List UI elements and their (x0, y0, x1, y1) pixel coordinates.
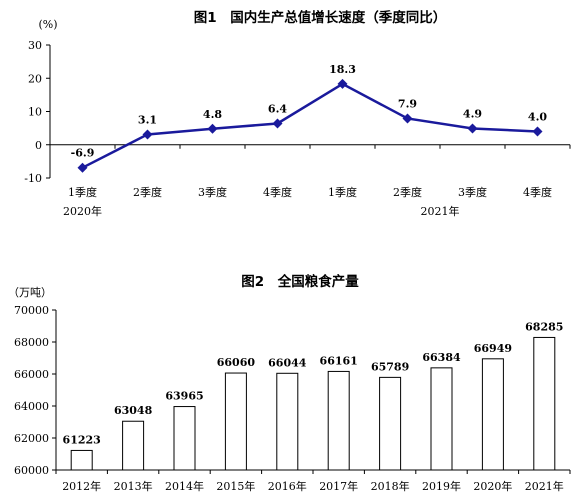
chart2-bars: 60000 62000 64000 66000 68000 70000 61223 2012年… (14, 304, 571, 493)
chart2-bar (430, 367, 453, 471)
chart1-point (272, 118, 283, 129)
chart1-point (142, 129, 153, 140)
chart2-x-tick-label: 2017年 (319, 479, 358, 493)
chart2-y-tick-label: 66000 (14, 368, 49, 381)
chart2-bar (276, 372, 299, 471)
chart1-data-label: 7.9 (398, 97, 417, 110)
chart1-x-tick-label: 3季度 (198, 185, 227, 199)
chart2-bar (327, 370, 350, 471)
chart1-y-tick-label: 20 (28, 72, 42, 85)
chart2-y-tick-label: 64000 (14, 400, 49, 413)
chart1-x-tick-label: 3季度 (458, 185, 487, 199)
chart2-x-tick-label: 2021年 (525, 479, 564, 493)
chart1-data-label: 4.0 (528, 110, 547, 123)
chart2-bar (173, 406, 196, 471)
chart1-y-tick-label: 30 (28, 39, 42, 52)
chart2-bar (122, 420, 145, 471)
chart1-year-label: 2021年 (421, 204, 460, 218)
chart1-x-tick-label: 2季度 (133, 185, 162, 199)
chart2-y-tick-label: 70000 (14, 304, 49, 317)
chart1-y-tick-label: 10 (28, 106, 42, 119)
chart2-title: 图2 全国粮食产量 (241, 273, 359, 290)
chart2-data-label: 61223 (63, 433, 101, 446)
chart1-x-tick-label: 4季度 (523, 185, 552, 199)
chart2-y-tick-label: 62000 (14, 432, 49, 445)
chart2-x-tick-label: 2018年 (371, 479, 410, 493)
chart1-year-label: 2020年 (63, 204, 102, 218)
chart2-bar (70, 449, 93, 471)
chart2-x-tick-label: 2019年 (422, 479, 461, 493)
chart1-point (207, 123, 218, 134)
chart1-point (532, 126, 543, 137)
chart1-data-label: 3.1 (138, 113, 157, 126)
chart2-bar (481, 358, 504, 471)
chart2-data-label: 66949 (474, 342, 512, 355)
chart2-x-tick-label: 2020年 (473, 479, 512, 493)
chart2-data-label: 66060 (217, 356, 256, 369)
chart1-point (402, 113, 413, 124)
chart1-data-label: -6.9 (71, 147, 95, 160)
chart2-y-unit: （万吨） (8, 286, 52, 299)
chart2-x-tick-label: 2012年 (62, 479, 101, 493)
chart2-bar (224, 372, 247, 471)
chart1-line: -10 0 10 20 30 1季度 2季度 3季度 4季度 1季度 2季度 3季度 4季度 2020年 2… (24, 39, 571, 218)
chart2-data-label: 66161 (320, 354, 358, 367)
chart1-x-tick-label: 4季度 (263, 185, 292, 199)
chart1-data-label: 18.3 (329, 63, 356, 76)
chart1-data-label: 6.4 (268, 102, 287, 115)
chart2-data-label: 66384 (422, 351, 461, 364)
chart1-series-line (81, 82, 538, 169)
chart2-data-label: 68285 (525, 320, 563, 333)
chart1-x-tick-label: 1季度 (68, 185, 97, 199)
chart2-x-tick-label: 2016年 (268, 479, 307, 493)
chart1-point (77, 162, 88, 173)
chart2-x-tick-label: 2013年 (114, 479, 153, 493)
chart2-bar (533, 336, 556, 471)
chart2-data-label: 65789 (371, 360, 409, 373)
chart2-data-label: 63965 (165, 390, 203, 403)
chart1-data-label: 4.9 (463, 107, 482, 120)
chart1-y-tick-label: 0 (35, 139, 42, 152)
chart2-data-label: 66044 (268, 356, 307, 369)
chart2-bar (379, 376, 402, 471)
chart1-point (337, 78, 348, 89)
chart1-x-tick-label: 1季度 (328, 185, 357, 199)
chart1-point (467, 123, 478, 134)
chart1-data-label: 4.8 (203, 108, 222, 121)
chart2-x-tick-label: 2014年 (165, 479, 204, 493)
chart2-y-tick-label: 60000 (14, 464, 49, 477)
chart2-x-tick-label: 2015年 (216, 479, 255, 493)
chart2-y-tick-label: 68000 (14, 336, 49, 349)
chart1-title: 图1 国内生产总值增长速度（季度同比） (194, 9, 446, 26)
chart1-y-tick-label: -10 (24, 172, 42, 185)
chart2-data-label: 63048 (114, 404, 153, 417)
chart1-x-tick-label: 2季度 (393, 185, 422, 199)
chart1-y-unit: (%) (38, 18, 57, 31)
